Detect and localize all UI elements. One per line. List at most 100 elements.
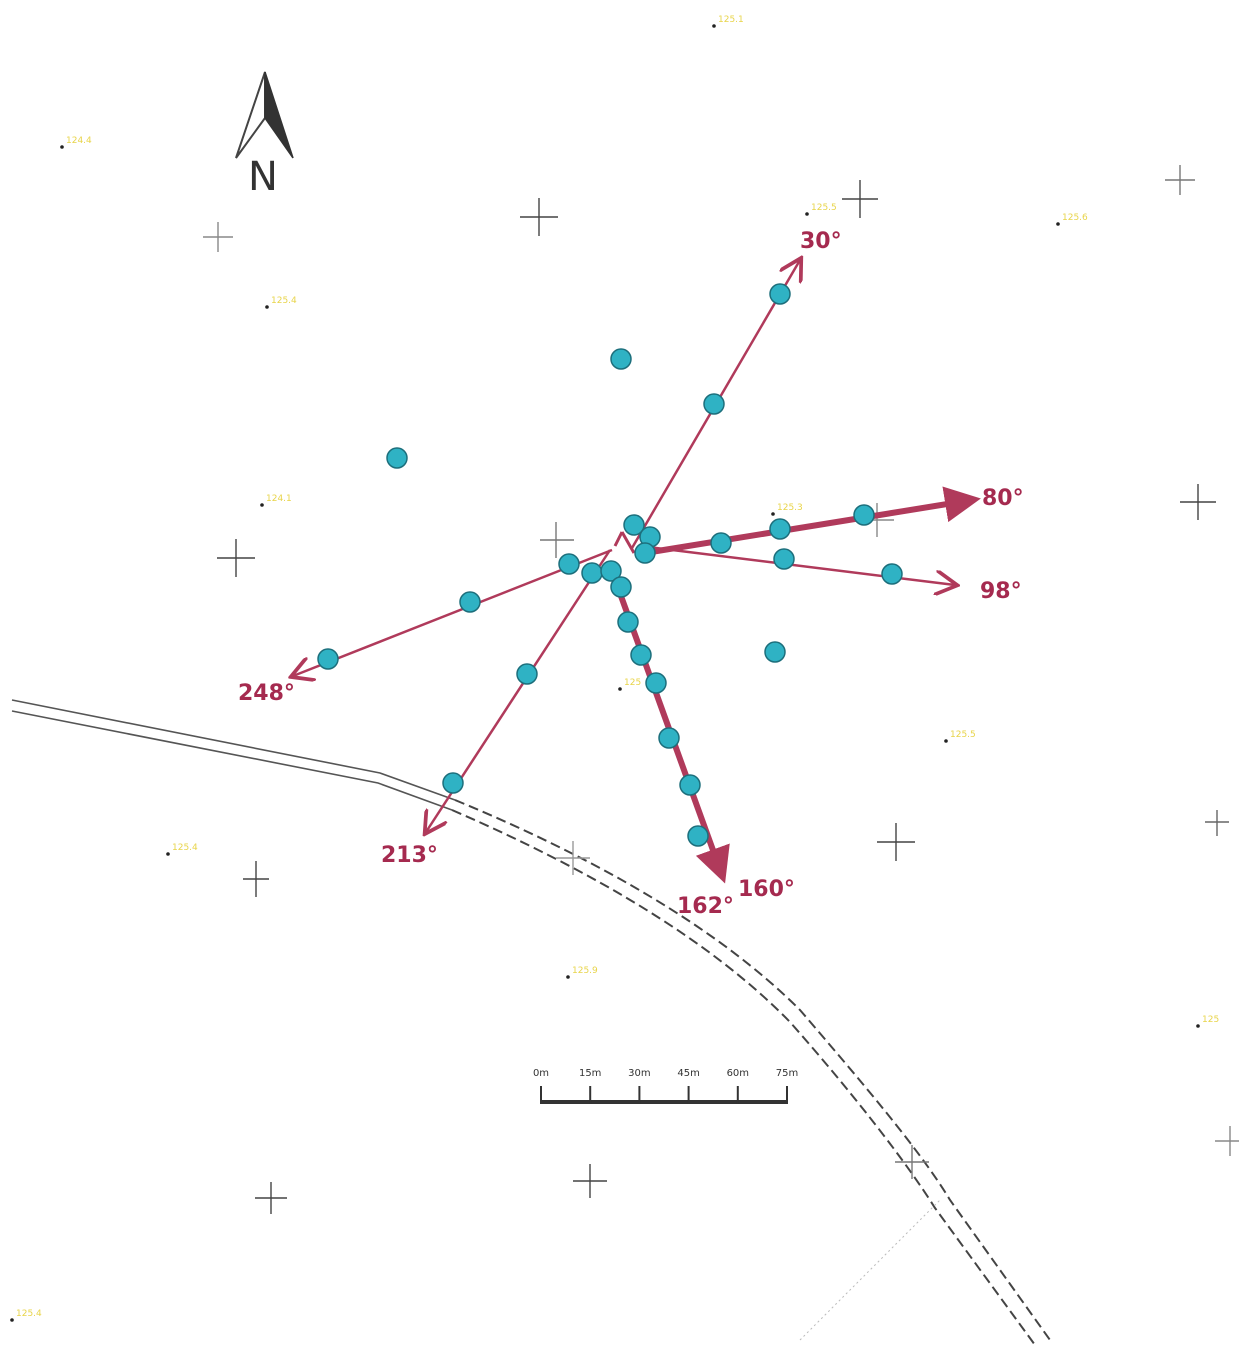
grid-cross-icon	[217, 539, 255, 577]
scale-tick-label: 0m	[533, 1068, 549, 1079]
bearing-label-213: 213°	[381, 843, 438, 868]
spot-height-label: 124.4	[66, 136, 92, 146]
grid-cross-icon	[1180, 484, 1216, 520]
marker-icon	[317, 648, 339, 670]
grid-cross-icon	[255, 1182, 287, 1214]
north-arrow-right-half	[264, 71, 294, 159]
marker-icon	[769, 518, 791, 540]
marker-icon	[610, 348, 632, 370]
faint-boundary	[799, 1199, 941, 1341]
road-edge-solid-2	[11, 710, 453, 811]
scale-tick-label: 15m	[579, 1068, 601, 1079]
bearing-rays	[293, 260, 981, 884]
bearing-label-160: 160°	[738, 877, 795, 902]
scale-tick-label: 30m	[628, 1068, 650, 1079]
spot-height-dot	[1196, 1024, 1200, 1028]
scale-tick-label: 60m	[727, 1068, 749, 1079]
grid-cross-icon	[540, 522, 574, 558]
spot-height-label: 125.1	[718, 15, 744, 25]
spot-height-dot	[166, 852, 170, 856]
grid-crosses	[203, 165, 1239, 1214]
spot-height-label: 125.4	[16, 1309, 42, 1319]
marker-icon	[600, 560, 622, 582]
bearing-label-80: 80°	[982, 486, 1024, 511]
spot-height-dot	[805, 212, 809, 216]
spot-height-dot	[771, 512, 775, 516]
grid-cross-icon	[203, 222, 233, 252]
bearing-labels: 30° 80° 98° 160° 162° 213° 248°	[238, 229, 1024, 919]
grid-cross-icon	[895, 1145, 929, 1179]
grid-cross-icon	[243, 861, 269, 897]
spot-height-dot	[260, 503, 264, 507]
spot-height-dot	[1056, 222, 1060, 226]
spot-height-dot	[944, 739, 948, 743]
center-arrow-tip	[613, 531, 636, 554]
grid-cross-icon	[520, 198, 558, 236]
marker-icon	[386, 447, 408, 469]
spot-height-dot	[265, 305, 269, 309]
spot-height-dot	[566, 975, 570, 979]
grid-cross-icon	[1215, 1126, 1239, 1156]
scale-tick-label: 75m	[776, 1068, 798, 1079]
scale-bar: 0m 15m 30m 45m 60m 75m	[533, 1068, 798, 1104]
ray-248	[293, 548, 613, 676]
north-arrow-icon: N	[235, 71, 294, 200]
marker-icon	[581, 562, 603, 584]
spot-height-label: 125.4	[271, 296, 297, 306]
grid-cross-icon	[1205, 810, 1229, 836]
marker-icon	[853, 504, 875, 526]
road-edge-dashed-2	[451, 809, 1036, 1345]
survey-markers	[317, 283, 903, 847]
spot-height-dot	[10, 1318, 14, 1322]
spot-height-label: 125	[624, 678, 641, 688]
bearing-label-30: 30°	[800, 229, 842, 254]
marker-icon	[679, 774, 701, 796]
marker-icon	[623, 514, 645, 536]
marker-icon	[769, 283, 791, 305]
north-arrow-left-half	[235, 71, 266, 159]
ray-98	[639, 544, 955, 585]
marker-icon	[630, 644, 652, 666]
marker-icon	[773, 548, 795, 570]
marker-icon	[645, 672, 667, 694]
marker-icon	[687, 825, 709, 847]
road-edge-solid-1	[11, 699, 456, 801]
marker-icon	[703, 393, 725, 415]
ray-80	[644, 486, 981, 556]
spot-height-label: 125.5	[811, 203, 837, 213]
marker-icon	[459, 591, 481, 613]
marker-icon	[516, 663, 538, 685]
grid-cross-icon	[556, 841, 590, 875]
grid-cross-icon	[842, 180, 878, 218]
grid-cross-icon	[1165, 165, 1195, 195]
north-label: N	[248, 154, 278, 200]
marker-icon	[658, 727, 680, 749]
marker-icon	[764, 641, 786, 663]
spot-height-label: 124.1	[266, 494, 292, 504]
spot-height-dot	[712, 24, 716, 28]
spot-height-label: 125	[1202, 1015, 1219, 1025]
spot-heights: 125.1 124.4 125.5 125.6 125.4 124.1 125.3 125 12…	[10, 15, 1219, 1322]
marker-icon	[634, 542, 656, 564]
grid-cross-icon	[573, 1164, 607, 1198]
bearing-label-162: 162°	[677, 894, 734, 919]
spot-height-dot	[618, 687, 622, 691]
marker-icon	[710, 532, 732, 554]
spot-height-label: 125.4	[172, 843, 198, 853]
marker-icon	[558, 553, 580, 575]
marker-icon	[610, 576, 632, 598]
spot-height-label: 125.9	[572, 966, 598, 976]
spot-height-label: 125.6	[1062, 213, 1088, 223]
scale-bar-ticks: 0m 15m 30m 45m 60m 75m	[533, 1068, 798, 1104]
marker-icon	[442, 772, 464, 794]
road	[11, 699, 1051, 1345]
marker-icon	[617, 611, 639, 633]
bearing-label-248: 248°	[238, 681, 295, 706]
bearing-label-98: 98°	[980, 579, 1022, 604]
spot-height-dot	[60, 145, 64, 149]
marker-icon	[881, 563, 903, 585]
spot-height-label: 125.3	[777, 503, 803, 513]
scale-tick-label: 45m	[677, 1068, 699, 1079]
